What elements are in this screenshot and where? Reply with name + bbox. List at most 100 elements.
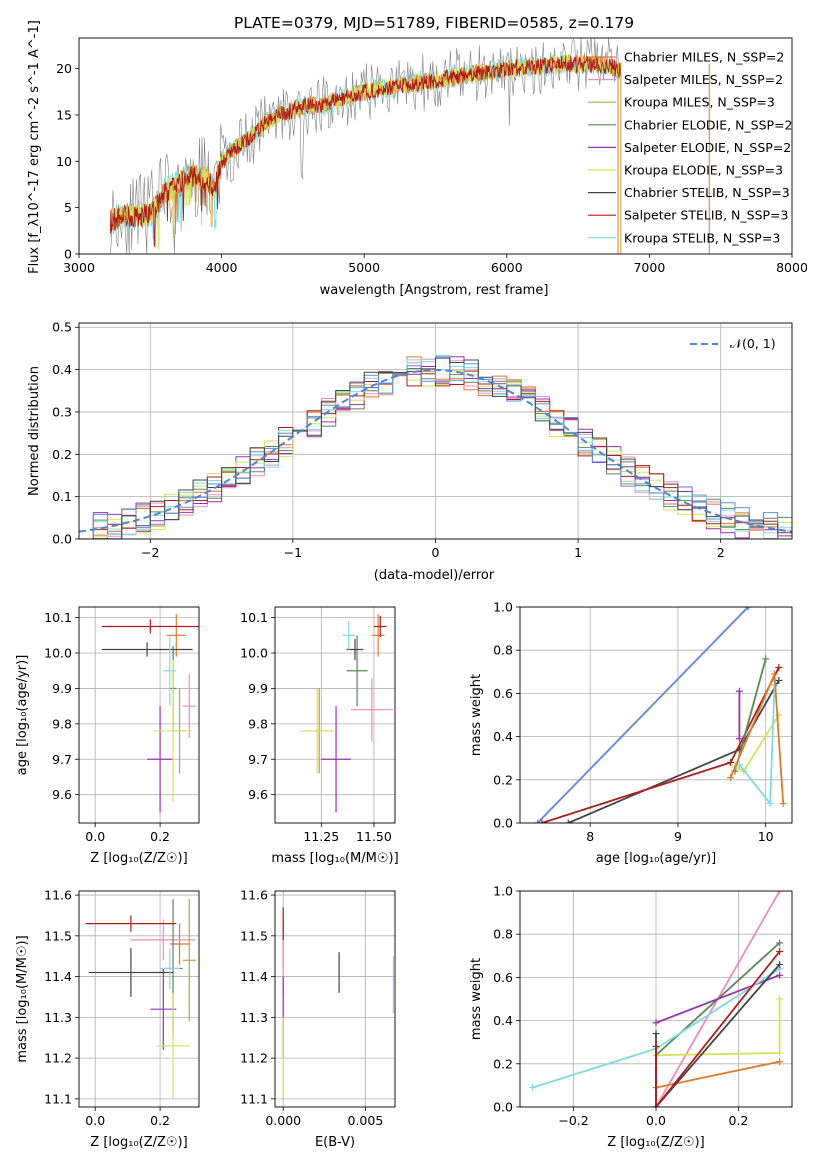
weight-marker bbox=[776, 891, 784, 895]
weight-marker bbox=[727, 774, 735, 782]
legend-label: 𝒩(0, 1) bbox=[730, 336, 776, 351]
y-tick-label: 9.8 bbox=[52, 716, 72, 731]
weight-marker bbox=[735, 735, 743, 743]
x-tick-label: 0.0 bbox=[85, 1113, 105, 1128]
axes-frame bbox=[78, 606, 200, 824]
x-tick-label: 6000 bbox=[491, 260, 523, 275]
x-tick-label: 0.005 bbox=[348, 1113, 384, 1128]
y-tick-label: 11.4 bbox=[44, 969, 72, 984]
y-tick-label: 9.9 bbox=[52, 681, 72, 696]
legend-label: Salpeter MILES, N_SSP=2 bbox=[624, 72, 783, 87]
weight-marker bbox=[775, 663, 783, 671]
y-tick-label: 9.6 bbox=[248, 787, 268, 802]
legend-label: Kroupa ELODIE, N_SSP=3 bbox=[624, 163, 783, 178]
y-tick-label: 11.1 bbox=[44, 1091, 72, 1106]
y-tick-label: 10.1 bbox=[44, 610, 72, 625]
age_vs_mass-panel-plot-area bbox=[275, 607, 395, 823]
x-tick-label: 0.0 bbox=[85, 829, 105, 844]
axes-frame bbox=[78, 322, 793, 540]
weight_vs_z-xlabel: Z [log₁₀(Z/Z☉)] bbox=[607, 1135, 704, 1150]
y-tick-label: 0.4 bbox=[493, 1013, 513, 1028]
x-tick-label: 0 bbox=[432, 545, 440, 560]
y-tick-label: 10.0 bbox=[44, 646, 72, 661]
x-tick-label: 11.50 bbox=[356, 829, 392, 844]
y-tick-label: 11.6 bbox=[240, 888, 268, 903]
mass_vs_z-xlabel: Z [log₁₀(Z/Z☉)] bbox=[90, 1135, 187, 1150]
age_vs_mass-xlabel: mass [log₁₀(M/M☉)] bbox=[271, 851, 398, 866]
x-tick-label: 7000 bbox=[633, 260, 665, 275]
y-tick-label: 0.2 bbox=[493, 1056, 513, 1071]
y-tick-label: 0.0 bbox=[493, 1100, 513, 1115]
y-tick-label: 0.5 bbox=[52, 320, 72, 335]
mass_vs_ebv-xlabel: E(B-V) bbox=[315, 1135, 355, 1150]
weight-marker bbox=[528, 1084, 536, 1092]
weight-line-kroupa_elodie bbox=[655, 999, 781, 1057]
weight-marker bbox=[727, 759, 735, 767]
histogram-step-chabrier_stelib bbox=[79, 357, 792, 539]
y-tick-label: 11.3 bbox=[44, 1010, 72, 1025]
weight_vs_age-ylabel: mass weight bbox=[469, 674, 484, 756]
axes-frame bbox=[274, 606, 396, 824]
legend-label: Salpeter STELIB, N_SSP=3 bbox=[624, 208, 788, 223]
weight-marker bbox=[776, 960, 784, 968]
weight-marker bbox=[776, 939, 784, 947]
legend-label: Chabrier ELODIE, N_SSP=2 bbox=[624, 117, 793, 132]
y-tick-label: 9.9 bbox=[248, 681, 268, 696]
weight_vs_age-panel: 8 9 10 0.0 0.2 0.4 0.6 0.8 1.0 age [log₁₀(age/yr)… bbox=[469, 600, 793, 866]
weight-line-chabrier_stelib bbox=[567, 679, 780, 823]
weight-marker bbox=[652, 1043, 660, 1051]
weight-marker bbox=[779, 800, 787, 808]
x-tick-label: 0.2 bbox=[150, 1113, 170, 1128]
weight-marker bbox=[770, 670, 778, 678]
weight-marker bbox=[776, 1049, 784, 1057]
axes-frame bbox=[274, 890, 396, 1108]
y-tick-label: 11.2 bbox=[240, 1051, 268, 1066]
age_vs_z-ylabel: age [log₁₀(age/yr)] bbox=[15, 655, 30, 776]
figure-title: PLATE=0379, MJD=51789, FIBERID=0585, z=0… bbox=[234, 14, 634, 32]
spectrum-panel-plot-area bbox=[109, 38, 710, 254]
residuals-xlabel: (data-model)/error bbox=[374, 568, 495, 583]
weight-marker bbox=[776, 947, 784, 955]
y-tick-label: 0.6 bbox=[493, 686, 513, 701]
weight-marker bbox=[766, 800, 774, 808]
mass_vs_ebv-panel: 0.000 0.005 11.1 11.2 11.3 11.4 11.5 11.6 E(B-V) bbox=[240, 888, 396, 1150]
axes-frame bbox=[78, 890, 200, 1108]
legend-label: Kroupa STELIB, N_SSP=3 bbox=[624, 230, 780, 245]
x-tick-label: 0.2 bbox=[728, 1113, 748, 1128]
y-tick-label: 15 bbox=[56, 107, 72, 122]
weight-line-salpeter_stelib bbox=[655, 950, 781, 1107]
weight_vs_age-xlabel: age [log₁₀(age/yr)] bbox=[596, 851, 717, 866]
weight-marker bbox=[652, 1103, 660, 1107]
weight-marker bbox=[776, 995, 784, 1003]
mass_vs_z-ylabel: mass [log₁₀(M/M☉)] bbox=[15, 935, 30, 1062]
y-tick-label: 5 bbox=[64, 200, 72, 215]
age_vs_mass-panel: 11.25 11.50 9.6 9.7 9.8 9.9 10.0 10.1 mass [log₁… bbox=[240, 606, 399, 866]
x-tick-label: 3000 bbox=[63, 260, 95, 275]
age_vs_z-panel-plot-area bbox=[79, 607, 199, 823]
weight-line-chabrier_elodie bbox=[734, 658, 767, 772]
weight_vs_z-ylabel: mass weight bbox=[469, 958, 484, 1040]
spectrum-panel: 3000 4000 5000 6000 7000 8000 0 5 10 15 20 waveleng… bbox=[27, 20, 808, 298]
x-tick-label: −2 bbox=[141, 545, 159, 560]
y-tick-label: 20 bbox=[56, 61, 72, 76]
y-tick-label: 1.0 bbox=[493, 600, 513, 615]
y-tick-label: 0.1 bbox=[52, 489, 72, 504]
y-tick-label: 0.4 bbox=[52, 362, 72, 377]
weight-line-salpeter_elodie bbox=[655, 974, 780, 1024]
y-tick-label: 0.0 bbox=[52, 532, 72, 547]
y-tick-label: 9.7 bbox=[52, 752, 72, 767]
y-tick-label: 11.3 bbox=[240, 1010, 268, 1025]
y-tick-label: 10.1 bbox=[240, 610, 268, 625]
y-tick-label: 0.2 bbox=[52, 447, 72, 462]
y-tick-label: 9.8 bbox=[248, 716, 268, 731]
y-tick-label: 11.2 bbox=[44, 1051, 72, 1066]
x-tick-label: 0.000 bbox=[265, 1113, 301, 1128]
weight-marker bbox=[744, 607, 752, 611]
weight-marker bbox=[538, 819, 546, 823]
y-tick-label: 11.4 bbox=[240, 969, 268, 984]
histogram-step-kroupa_stelib bbox=[79, 354, 792, 539]
mass_vs_z-panel-plot-area bbox=[79, 891, 199, 1107]
x-tick-label: 4000 bbox=[206, 260, 238, 275]
y-tick-label: 0.4 bbox=[493, 729, 513, 744]
